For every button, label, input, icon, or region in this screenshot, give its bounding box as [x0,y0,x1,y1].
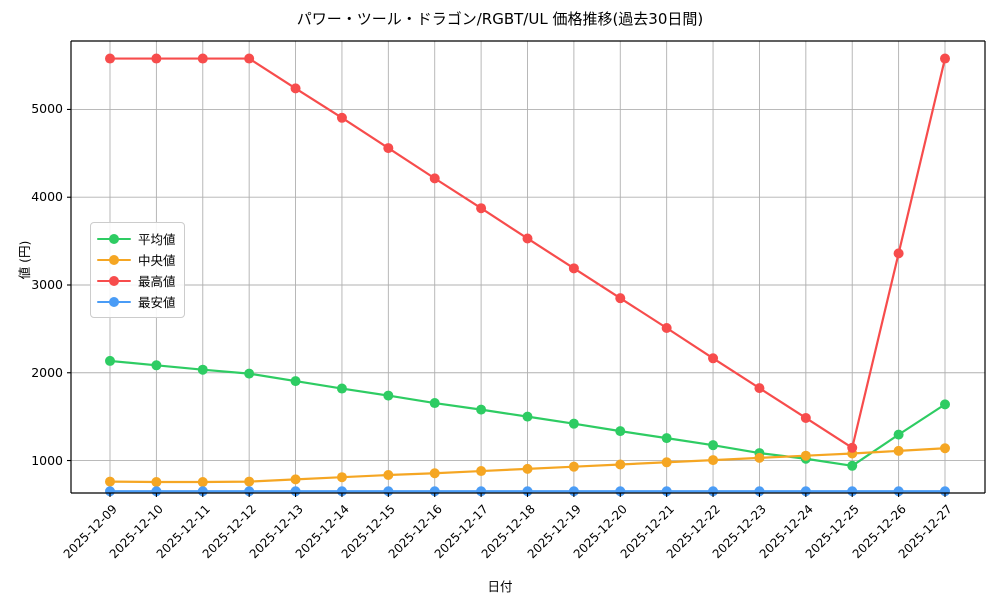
data-point [940,399,950,410]
y-tick-label: 4000 [31,189,63,205]
data-point [568,418,579,429]
data-point [940,443,950,454]
y-tick-label: 1000 [31,452,63,468]
data-point [661,486,672,497]
data-point [151,477,162,488]
chart-legend: 平均値 中央値 最高値 最安値 [90,222,185,318]
data-point [244,486,255,497]
data-point [105,355,115,366]
data-point [800,486,811,497]
axis-spines [70,40,986,494]
data-point [615,426,626,437]
data-point [568,263,579,274]
data-point [244,476,255,487]
legend-label-average: 平均値 [138,232,176,247]
data-point [197,364,208,375]
data-point [197,53,208,64]
data-point [522,463,533,474]
legend-item-min[interactable]: 最安値 [97,291,176,312]
data-point [754,383,765,394]
data-point [708,440,719,451]
data-point [429,398,440,409]
x-axis-label: 日付 [487,579,513,594]
data-point [151,486,162,497]
data-point [708,455,719,466]
data-point [244,368,255,379]
data-point [197,486,208,497]
axis-tick-marks [67,108,946,497]
data-point [105,53,115,64]
data-point [383,486,394,497]
data-point [893,248,904,259]
data-point [847,460,858,471]
data-point [893,429,904,440]
legend-marker-average-icon [97,233,131,245]
data-point [290,474,301,485]
data-point [336,486,347,497]
data-point [336,383,347,394]
legend-item-average[interactable]: 平均値 [97,228,176,249]
legend-marker-max-icon [97,275,131,287]
data-point [244,53,255,64]
data-point [615,293,626,304]
legend-label-median: 中央値 [138,253,176,268]
y-tick-label: 2000 [31,364,63,380]
data-point [476,466,487,477]
data-point [708,353,719,364]
data-point [290,83,301,94]
y-tick-label: 5000 [31,101,63,117]
grid-lines [71,41,985,493]
data-point [893,445,904,456]
data-series-layer [105,53,950,497]
data-point [800,450,811,461]
data-point [383,470,394,481]
data-point [661,457,672,468]
data-point [476,404,487,415]
data-point [893,486,904,497]
data-point [940,53,950,64]
data-point [522,486,533,497]
data-point [105,486,115,497]
data-point [661,323,672,333]
data-point [336,472,347,483]
data-point [151,360,162,371]
data-point [615,459,626,470]
data-point [429,468,440,479]
data-point [105,476,115,487]
data-point [383,390,394,401]
data-point [290,486,301,497]
data-point [754,486,765,497]
data-point [568,461,579,472]
data-point [429,173,440,184]
legend-label-min: 最安値 [138,295,176,310]
data-point [800,412,811,423]
data-point [940,486,950,497]
data-point [336,112,347,123]
data-point [151,53,162,64]
data-point [522,411,533,422]
legend-marker-median-icon [97,254,131,266]
legend-marker-min-icon [97,296,131,308]
data-point [476,486,487,497]
data-point [847,442,858,453]
data-point [522,233,533,244]
data-point [476,203,487,214]
y-tick-label: 3000 [31,276,63,292]
data-point [661,433,672,444]
data-point [708,486,719,497]
chart-title: パワー・ツール・ドラゴン/RGBT/UL 価格推移(過去30日間) [296,10,704,28]
data-point [197,477,208,488]
legend-label-max: 最高値 [138,274,176,289]
data-point [754,452,765,463]
data-point [429,486,440,497]
legend-item-median[interactable]: 中央値 [97,249,176,270]
data-point [568,486,579,497]
legend-item-max[interactable]: 最高値 [97,270,176,291]
data-point [383,143,394,154]
data-point [290,376,301,387]
data-point [615,486,626,497]
data-point [847,486,858,497]
